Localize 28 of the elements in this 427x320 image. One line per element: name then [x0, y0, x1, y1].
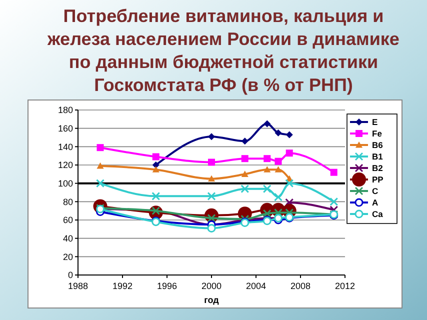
- y-tick-label: 120: [58, 160, 73, 170]
- x-tick-label: 2004: [246, 281, 266, 291]
- x-tick-label: 2012: [334, 281, 356, 291]
- legend-label: E: [372, 116, 378, 127]
- x-tick-label: 1988: [68, 281, 88, 291]
- legend-label: A: [372, 197, 378, 208]
- legend-label: B6: [372, 140, 384, 150]
- y-tick-label: 60: [62, 215, 73, 226]
- y-tick-label: 100: [58, 178, 73, 188]
- legend-label: PP: [372, 174, 384, 184]
- y-tick-label: 180: [58, 105, 73, 116]
- legend-label: Fe: [372, 128, 382, 138]
- x-tick-label: 1996: [156, 281, 178, 291]
- y-tick-label: 140: [58, 142, 73, 152]
- x-tick-label: 2008: [290, 281, 311, 291]
- y-tick-label: 0: [68, 270, 73, 280]
- y-tick-label: 40: [62, 233, 73, 244]
- legend-label: B2: [372, 162, 384, 173]
- x-axis-title: год: [204, 295, 220, 305]
- legend-label: Ca: [372, 208, 384, 219]
- x-tick-label: 1992: [112, 281, 133, 291]
- y-tick-label: 160: [58, 123, 73, 134]
- chart-title: Потребление витаминов, кальция и железа населением России в динамике по данным бюджетной статистики Госкомстата РФ (в % от РНП): [46, 6, 400, 95]
- y-tick-label: 20: [62, 252, 73, 262]
- legend-label: C: [372, 186, 378, 196]
- y-tick-label: 80: [62, 196, 73, 207]
- legend-label: B1: [372, 151, 384, 162]
- x-tick-label: 2000: [201, 281, 222, 291]
